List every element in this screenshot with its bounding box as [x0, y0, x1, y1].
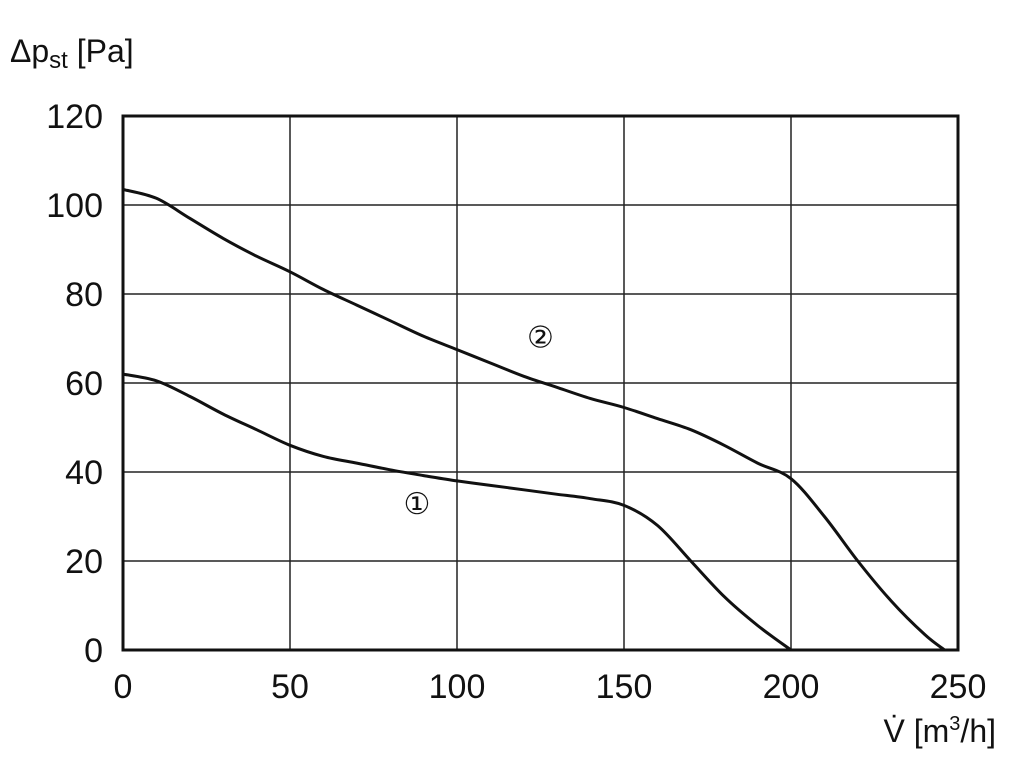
- tick-labels: 0 50 100 150 200 250 0 20 40 60 80 100 120: [46, 98, 986, 706]
- y-tick-label: 80: [65, 276, 103, 314]
- y-tick-label: 0: [84, 632, 103, 670]
- x-tick-label: 250: [930, 668, 987, 706]
- series-group: ①②: [122, 187, 946, 652]
- y-tick-label: 120: [46, 98, 103, 136]
- series-2-marker: ②: [527, 321, 554, 354]
- x-tick-label: 50: [271, 668, 309, 706]
- x-tick-label: 200: [763, 668, 820, 706]
- y-tick-label: 60: [65, 365, 103, 403]
- series-2-curve: [122, 187, 946, 652]
- plot-frame: [121, 114, 960, 652]
- grid: [123, 116, 958, 650]
- series-1-marker: ①: [403, 488, 430, 521]
- y-tick-label: 100: [46, 187, 103, 225]
- y-tick-label: 40: [65, 454, 103, 492]
- y-axis-title: Δpst [Pa]: [10, 33, 134, 74]
- x-tick-label: 0: [114, 668, 133, 706]
- x-axis-title: V̇ [m3/h]: [884, 713, 996, 749]
- series-1-curve: [122, 372, 792, 652]
- y-tick-label: 20: [65, 543, 103, 581]
- x-tick-label: 100: [429, 668, 486, 706]
- x-tick-label: 150: [596, 668, 653, 706]
